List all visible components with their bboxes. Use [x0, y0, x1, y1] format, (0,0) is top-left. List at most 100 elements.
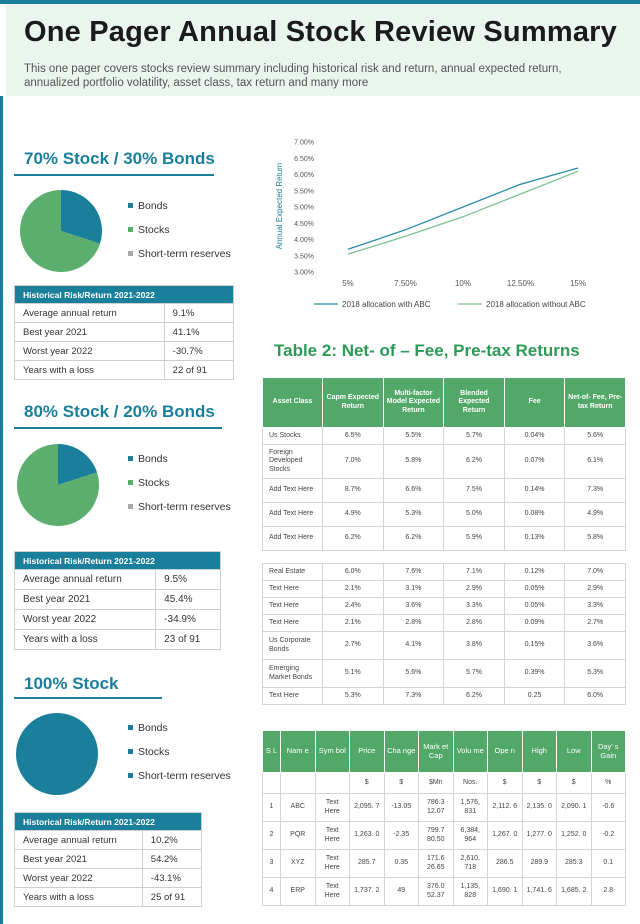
asset-class-cell: Text Here [262, 597, 323, 615]
y-tick-label: 6.00% [294, 172, 314, 179]
y-tick-label: 5.00% [294, 205, 314, 212]
x-tick-label: 7.50% [394, 279, 417, 288]
stock-cell: 1,685. 2 [556, 877, 592, 906]
y-tick-label: 4.50% [294, 221, 314, 228]
value-cell: 2.1% [322, 614, 384, 632]
table-row: Us Corporate Bonds 2.7% 4.1% 3.8% 0.15% 3.6% [262, 631, 626, 660]
units-row: $ $ $Mn Nos. $ $ $% [262, 772, 626, 794]
table-row: Years with a loss 22 of 91 [14, 360, 235, 380]
value-cell: 4.9% [564, 502, 626, 527]
value-cell: 2.8% [382, 614, 445, 632]
row-label: Best year 2021 [14, 849, 143, 869]
y-tick-label: 5.50% [294, 188, 314, 195]
header-cell: Low [556, 730, 592, 773]
value-cell: 5.3% [322, 687, 384, 705]
stock-cell: 285.7 [349, 849, 385, 878]
row-value: 10.2% [141, 830, 203, 850]
value-cell: 5.3% [564, 659, 626, 688]
portfolio-3-pie [16, 713, 98, 795]
value-cell: 5.9% [443, 526, 505, 551]
stock-cell: 171.6 26.65 [418, 849, 454, 878]
risk-table-header: Historical Risk/Return 2021-2022 [14, 812, 202, 831]
value-cell: 6.2% [443, 687, 505, 705]
legend-swatch-reserves [128, 251, 133, 256]
stock-cell: -13.05 [383, 793, 419, 822]
pie-slice-stocks [16, 444, 99, 526]
row-value: 45.4% [155, 589, 221, 610]
table-row: Emerging Market Bonds 5.1% 5.6% 5.7% 0.39% 5.… [262, 659, 626, 688]
value-cell: 2.4% [322, 597, 384, 615]
value-cell: 5.5% [382, 427, 445, 445]
legend-item-stocks: Stocks [128, 223, 231, 247]
unit-cell [280, 772, 316, 794]
row-value: -43.1% [141, 868, 203, 888]
header-cell: Net-of- Fee, Pre-tax Return [564, 377, 626, 428]
page-subtitle: This one pager covers stocks review summ… [24, 63, 562, 89]
value-cell: 7.5% [443, 478, 505, 503]
value-cell: 0.08% [503, 502, 566, 527]
stock-cell: 289.9 [521, 849, 557, 878]
value-cell: 0.12% [503, 563, 566, 581]
risk-table-header: Historical Risk/Return 2021-2022 [14, 285, 234, 304]
value-cell: 5.6% [382, 659, 445, 688]
legend-item-stocks: Stocks [128, 745, 231, 769]
legend-item-reserves: Short-term reserves [128, 769, 231, 793]
table-row: 2 PQR Text Here 1,263. 0 -2.35 799.7 80.50 6,3… [262, 821, 626, 850]
value-cell: 3.6% [564, 631, 626, 660]
table-row: Add Text Here 8.7% 6.6% 7.5% 0.14% 7.3% [262, 478, 626, 503]
value-cell: 6.2% [382, 526, 445, 551]
row-label: Worst year 2022 [14, 341, 165, 361]
pie-slice-bonds [58, 444, 97, 485]
legend-item-reserves: Short-term reserves [128, 247, 231, 271]
header-cell: Day' s Gain [590, 730, 626, 773]
portfolio-3-risk-table: Historical Risk/Return 2021-2022 Average… [14, 812, 203, 907]
header-cell: Multi-factor Model Expected Return [382, 377, 445, 428]
table-row: Worst year 2022 -43.1% [14, 868, 203, 888]
asset-class-cell: Add Text Here [262, 478, 323, 503]
row-label: Average annual return [13, 569, 157, 590]
table2-title: Table 2: Net- of – Fee, Pre-tax Returns [274, 341, 580, 360]
y-axis-label: Annual Expected Return [275, 163, 284, 250]
unit-cell: $ [349, 772, 385, 794]
x-tick-label: 12.50% [507, 279, 534, 288]
risk-table-header: Historical Risk/Return 2021-2022 [14, 551, 221, 570]
stock-cell: 1,690. 1 [487, 877, 523, 906]
legend-item-bonds: Bonds [128, 199, 231, 223]
value-cell: 5.7% [443, 659, 505, 688]
table-row: Worst year 2022 -34.9% [13, 609, 221, 630]
portfolio-2-pie [16, 444, 99, 526]
value-cell: 5.0% [443, 502, 505, 527]
x-tick-label: 5% [342, 279, 354, 288]
header-cell: High [521, 730, 557, 773]
page-title: One Pager Annual Stock Review Summary [24, 16, 617, 48]
stock-cell: Text Here [314, 877, 350, 906]
header-cell: S L [262, 730, 281, 773]
stock-cell: 1,135, 828 [452, 877, 488, 906]
value-cell: 3.6% [382, 597, 445, 615]
series-line-2 [347, 170, 579, 255]
legend-label: 2018 allocation with ABC [342, 300, 431, 309]
table-row: Text Here 2.1% 2.8% 2.8% 0.09% 2.7% [262, 614, 626, 632]
table-row: Foreign Developed Stocks 7.0% 5.8% 6.2% 0.07… [262, 444, 626, 479]
stock-cell: 286.5 [487, 849, 523, 878]
legend-label: Bonds [138, 453, 168, 465]
asset-class-cell: Real Estate [262, 563, 323, 581]
value-cell: 6.0% [564, 687, 626, 705]
value-cell: 0.07% [503, 444, 566, 479]
value-cell: 3.3% [443, 597, 505, 615]
table-row: Worst year 2022 -30.7% [14, 341, 235, 361]
legend-label: Short-term reserves [138, 501, 231, 513]
value-cell: 0.15% [503, 631, 566, 660]
table-row: Real Estate 6.0% 7.6% 7.1% 0.12% 7.0% [262, 563, 626, 581]
legend-item-bonds: Bonds [128, 452, 231, 476]
row-value: 23 of 91 [155, 629, 221, 650]
row-label: Best year 2021 [14, 322, 165, 342]
table-row: Add Text Here 4.9% 5.3% 5.0% 0.08% 4.9% [262, 502, 626, 527]
header-cell: Blended Expected Return [443, 377, 505, 428]
y-tick-label: 6.50% [294, 156, 314, 163]
value-cell: 2.1% [322, 580, 384, 598]
top-accent-bar [0, 0, 640, 4]
stock-cell: 49 [383, 877, 419, 906]
value-cell: 7.3% [564, 478, 626, 503]
value-cell: 5.1% [322, 659, 384, 688]
